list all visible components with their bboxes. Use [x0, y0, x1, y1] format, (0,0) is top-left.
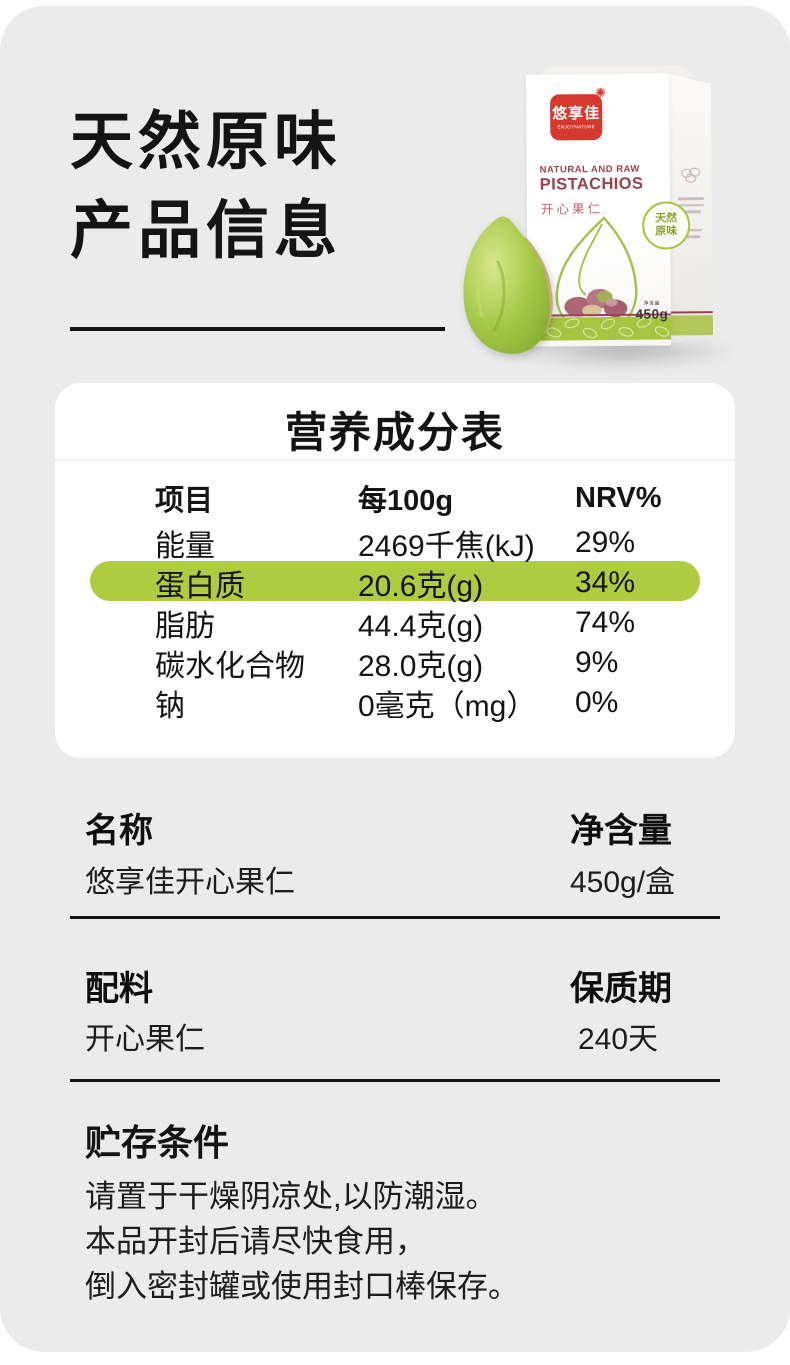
net-content-label: 净含量 — [570, 812, 672, 850]
nutrition-header-row: 项目 每100g NRV% — [90, 475, 700, 521]
nutrition-row-energy: 能量 2469千焦(kJ) 29% — [90, 521, 700, 563]
nutrient-nrv: 0% — [575, 686, 619, 719]
nutrient-nrv: 9% — [575, 646, 619, 679]
nutrition-row-sodium: 钠 0毫克（mg） 0% — [90, 681, 700, 723]
ingredients-value: 开心果仁 — [85, 1023, 205, 1056]
nutrition-row-fat: 脂肪 44.4克(g) 74% — [90, 601, 700, 643]
box-side-panel — [669, 73, 713, 343]
name-label: 名称 — [85, 812, 153, 850]
page-title: 天然原味 产品信息 — [70, 107, 342, 266]
box-product-name-en: PISTACHIOS — [539, 174, 644, 194]
nutrition-title-divider — [55, 459, 735, 461]
brand-name: 悠享佳 — [552, 105, 601, 123]
page-panel: 天然原味 产品信息 ✺ 悠享佳 ENJOYNATURE — [0, 6, 790, 1352]
shelf-life-value: 240天 — [578, 1023, 659, 1056]
storage-instructions: 请置于干燥阴凉处,以防潮湿。 本品开封后请尽快食用， 倒入密封罐或使用封口棒保存… — [85, 1179, 519, 1304]
section-divider-1 — [70, 916, 720, 919]
nutrient-value: 0毫克（mg） — [358, 690, 537, 723]
nutrition-row-protein-highlighted: 蛋白质 20.6克(g) 34% — [90, 561, 700, 603]
col-per100g-header: 每100g — [358, 485, 454, 517]
col-item-header: 项目 — [155, 485, 214, 517]
brand-logo: ✺ 悠享佳 ENJOYNATURE — [549, 85, 606, 141]
brand-subname: ENJOYNATURE — [557, 124, 596, 130]
box-tagline: NATURAL AND RAW — [539, 163, 640, 176]
nutrition-card: 营养成分表 项目 每100g NRV% 能量 2469千焦(kJ) 29% 蛋白… — [55, 383, 735, 758]
nutrient-value: 20.6克(g) — [358, 570, 484, 603]
sun-burst-icon: ✺ — [594, 85, 607, 101]
nutrient-label: 能量 — [155, 530, 215, 563]
nutrient-value: 28.0克(g) — [358, 650, 484, 683]
nutrient-value: 2469千焦(kJ) — [358, 530, 535, 563]
nutrient-label: 钠 — [155, 690, 185, 723]
nutrition-title: 营养成分表 — [284, 409, 505, 456]
nutrient-label: 蛋白质 — [155, 570, 245, 603]
name-value: 悠享佳开心果仁 — [85, 866, 295, 899]
nutrition-row-carbohydrate: 碳水化合物 28.0克(g) 9% — [90, 641, 700, 683]
net-content-value: 450g/盒 — [570, 866, 676, 899]
shelf-life-label: 保质期 — [570, 970, 672, 1008]
pistachio-nut-image — [463, 216, 553, 354]
product-box: ✺ 悠享佳 ENJOYNATURE NATURAL AND RAW PISTAC… — [446, 55, 769, 371]
nutrient-value: 44.4克(g) — [358, 610, 484, 643]
nutrient-nrv: 74% — [575, 606, 636, 639]
storage-title: 贮存条件 — [85, 1122, 230, 1163]
ingredients-label: 配料 — [85, 970, 153, 1008]
nutrient-label: 脂肪 — [155, 610, 215, 643]
nutrition-table: 项目 每100g NRV% 能量 2469千焦(kJ) 29% 蛋白质 20.6… — [90, 475, 700, 723]
natural-flavor-badge: 天然 原味 — [641, 201, 691, 250]
net-weight-value: 450g — [635, 306, 669, 322]
col-nrv-header: NRV% — [575, 481, 662, 514]
nutrient-label: 碳水化合物 — [155, 650, 305, 683]
title-underline — [70, 327, 445, 331]
net-weight-badge: 净含量 450g — [621, 299, 683, 322]
box-front-panel: ✺ 悠享佳 ENJOYNATURE NATURAL AND RAW PISTAC… — [525, 73, 691, 347]
nutrient-nrv: 34% — [575, 566, 636, 599]
section-divider-2 — [70, 1079, 720, 1082]
nutrient-nrv: 29% — [575, 526, 636, 559]
side-nut-sketch-icon — [679, 165, 703, 183]
